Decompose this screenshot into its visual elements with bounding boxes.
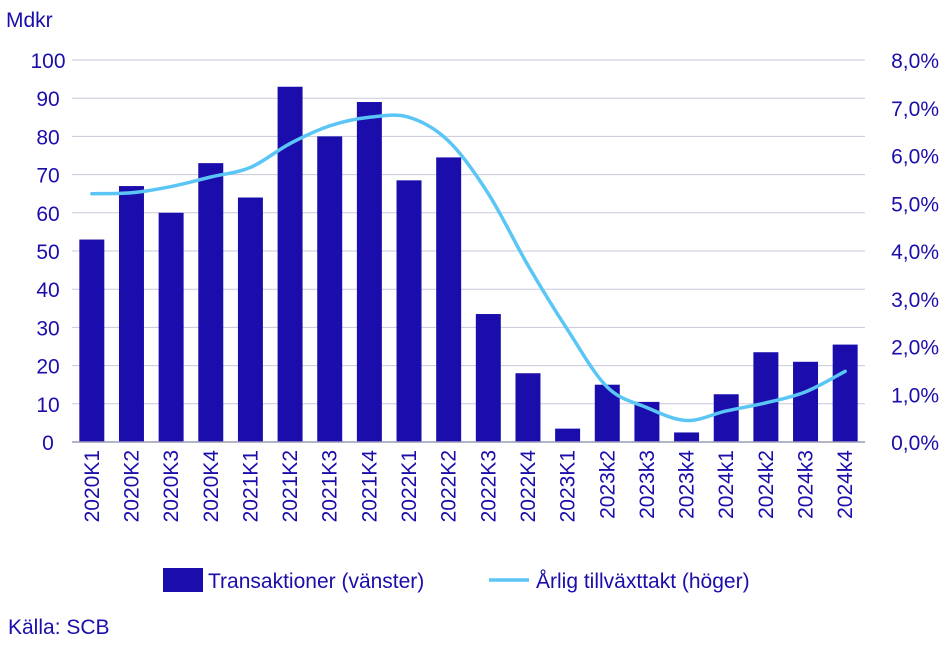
bar [515, 373, 541, 442]
line-series [90, 113, 847, 423]
y-left-tick-label: 20 [36, 356, 59, 379]
line-point [447, 139, 451, 143]
x-tick-label: 2023k2 [596, 450, 619, 519]
x-tick-label: 2023K1 [557, 450, 580, 522]
y-right-tick-label: 4,0% [891, 241, 939, 264]
y-right-tick-label: 2,0% [891, 337, 939, 360]
bar [674, 432, 700, 442]
y-right-tick-label: 8,0% [891, 50, 939, 73]
y-right-tick-label: 7,0% [891, 98, 939, 121]
x-tick-label: 2023k3 [636, 450, 659, 519]
y-right-tick-label: 6,0% [891, 146, 939, 169]
x-tick-label: 2022K3 [477, 450, 500, 522]
bar [475, 314, 501, 442]
line-point [843, 369, 847, 373]
line-point [764, 401, 768, 405]
bar [79, 239, 105, 442]
x-tick-label: 2024k1 [715, 450, 738, 519]
line-point [288, 142, 292, 146]
x-tick-label: 2020K2 [120, 450, 143, 522]
line-point [248, 165, 252, 169]
x-tick-label: 2020K1 [81, 450, 104, 522]
x-tick-label: 2021K2 [279, 450, 302, 522]
bar [713, 394, 739, 442]
bar [436, 157, 462, 442]
bar [555, 428, 581, 442]
bar [832, 344, 858, 442]
bar [396, 180, 422, 442]
line-point [645, 406, 649, 410]
y-left-tick-label: 40 [36, 279, 59, 302]
y-left-tick-label: 50 [36, 241, 59, 264]
bar [237, 197, 263, 442]
y-right-tick-label: 3,0% [891, 289, 939, 312]
line-point [407, 115, 411, 119]
line-point [526, 263, 530, 267]
y-left-tick-label: 60 [36, 203, 59, 226]
y-left-tick-label: 80 [36, 126, 59, 149]
x-tick-label: 2024k2 [755, 450, 778, 519]
y-left-tick-label: 0 [42, 432, 54, 455]
y-left-tick-label: 10 [36, 394, 59, 417]
bar [753, 352, 779, 442]
source-note: Källa: SCB [8, 616, 110, 639]
line-point [209, 175, 213, 179]
bar [356, 102, 382, 443]
line-point [486, 192, 490, 196]
bar [317, 136, 343, 442]
line-point [328, 124, 332, 128]
bar [277, 86, 303, 443]
x-tick-label: 2022K4 [517, 450, 540, 523]
line-point [169, 185, 173, 189]
y-left-tick-label: 100 [30, 50, 65, 73]
x-tick-label: 2023k4 [676, 450, 699, 519]
x-tick-label: 2022K2 [438, 450, 461, 522]
legend-bar-swatch [163, 568, 203, 592]
line-point [605, 385, 609, 389]
line-point [804, 390, 808, 394]
line-point [685, 419, 689, 423]
bar [158, 212, 184, 442]
line-point [367, 115, 371, 119]
line-point [724, 409, 728, 413]
line-point [129, 191, 133, 195]
y-right-tick-label: 0,0% [891, 432, 939, 455]
legend-line-label: Årlig tillväxttakt (höger) [536, 570, 750, 593]
x-tick-label: 2021K4 [358, 450, 381, 523]
y-left-tick-label: 70 [36, 165, 59, 188]
x-tick-label: 2024k3 [795, 450, 818, 519]
x-tick-label: 2022K1 [398, 450, 421, 522]
x-tick-label: 2021K1 [239, 450, 262, 522]
line-point [566, 328, 570, 332]
x-tick-label: 2021K3 [319, 450, 342, 522]
y-right-tick-label: 5,0% [891, 193, 939, 216]
y-left-tick-label: 30 [36, 317, 59, 340]
x-tick-label: 2024k4 [834, 450, 857, 519]
bar [793, 361, 819, 442]
bar [118, 186, 144, 442]
x-tick-label: 2020K4 [200, 450, 223, 523]
y-right-tick-label: 1,0% [891, 384, 939, 407]
y-left-tick-label: 90 [36, 88, 59, 111]
bar [198, 163, 224, 442]
legend-bar-label: Transaktioner (vänster) [208, 570, 424, 593]
line-point [90, 192, 94, 196]
x-tick-label: 2020K3 [160, 450, 183, 522]
y-left-unit-label: Mdkr [6, 9, 53, 32]
